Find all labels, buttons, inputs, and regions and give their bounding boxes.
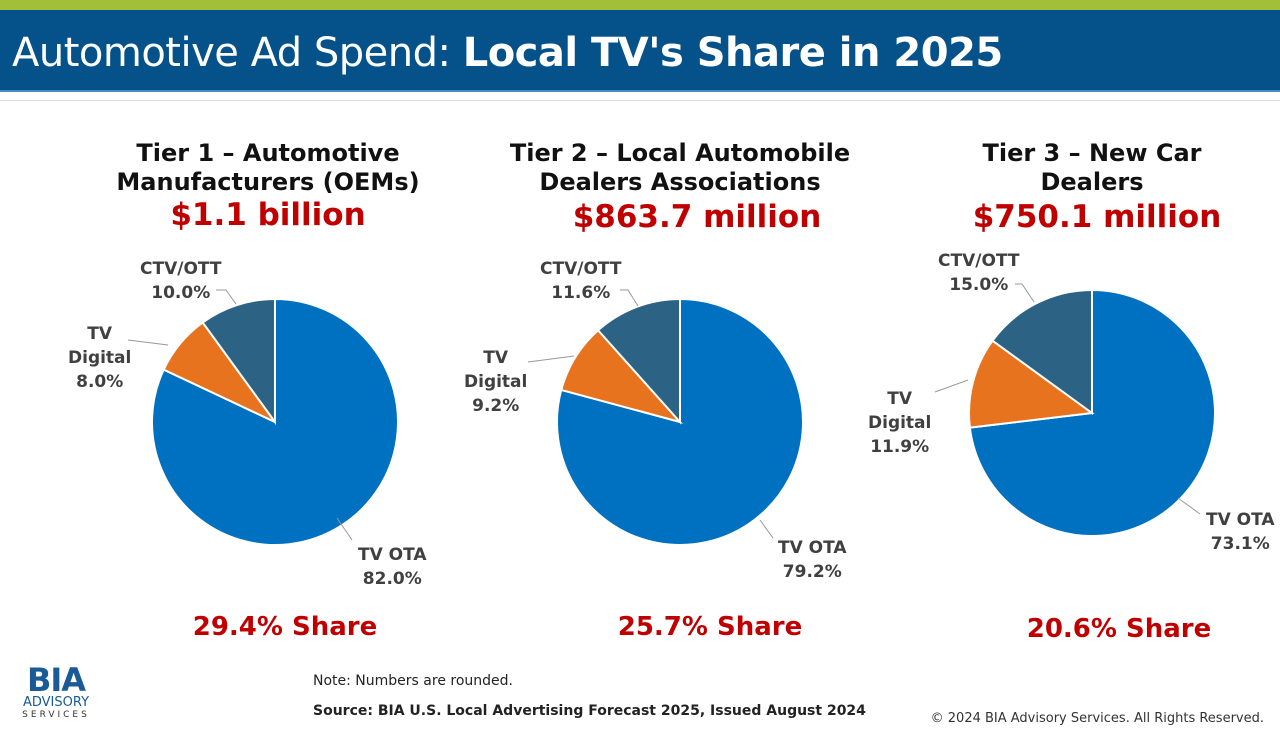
leader-line xyxy=(336,517,353,541)
leader-line xyxy=(1015,283,1035,303)
slice-value: Digital xyxy=(464,372,528,392)
slice-name: TV OTA xyxy=(778,538,847,558)
tier3-amount: $750.1 million xyxy=(972,199,1222,235)
tier3-digital-label: TV Digital 11.9% xyxy=(868,387,931,459)
leader-line xyxy=(216,289,237,305)
pie-slice-tv-digital xyxy=(968,339,1095,429)
slice-value: 10.0% xyxy=(151,283,211,303)
tier3-ota-label: TV OTA 73.1% xyxy=(1206,508,1275,556)
tier3-title: Tier 3 – New Car Dealers xyxy=(982,139,1202,196)
slice-value: 79.2% xyxy=(782,562,842,582)
source-note: Source: BIA U.S. Local Advertising Forec… xyxy=(313,703,866,719)
slice-name: TV OTA xyxy=(358,545,427,565)
slice-value: 11.9% xyxy=(870,437,930,457)
pie-slice-ctv-ott xyxy=(596,297,681,425)
tier2-digital-label: TV Digital 9.2% xyxy=(464,346,527,418)
tier1-amount: $1.1 billion xyxy=(170,197,366,233)
bia-logo: BIA ADVISORY SERVICES xyxy=(22,661,90,720)
slice-value: 73.1% xyxy=(1210,534,1270,554)
tier1-ota-label: TV OTA 82.0% xyxy=(358,543,427,591)
page-title: Automotive Ad Spend: Local TV's Share in… xyxy=(12,30,1003,76)
slice-name: Digital xyxy=(68,348,132,368)
slice-value: 15.0% xyxy=(949,275,1009,295)
tier1-share: 29.4% Share xyxy=(192,612,378,642)
tier2-pie xyxy=(556,297,804,546)
tier3-share: 20.6% Share xyxy=(1026,614,1212,644)
tier2-title: Tier 2 – Local Automobile Dealers Associ… xyxy=(509,139,851,196)
leader-line xyxy=(527,355,575,363)
top-accent-bar xyxy=(0,0,1280,10)
slice-value: 11.6% xyxy=(551,283,611,303)
divider xyxy=(0,100,1280,101)
title-light: Automotive Ad Spend: xyxy=(12,30,463,76)
tier2-ota-label: TV OTA 79.2% xyxy=(778,536,847,584)
leader-line xyxy=(620,289,639,307)
tier2-amount: $863.7 million xyxy=(572,199,822,235)
leader-line xyxy=(1177,497,1201,515)
slice-name: Digital xyxy=(868,413,932,433)
slice-value: 8.0% xyxy=(76,372,124,392)
slice-name: CTV/OTT xyxy=(140,259,222,279)
slice-name: CTV/OTT xyxy=(540,259,622,279)
tier3-pie xyxy=(968,288,1216,537)
slice-value: 82.0% xyxy=(362,569,422,589)
tier1-pie xyxy=(151,297,399,546)
slice-name: TV xyxy=(483,348,509,368)
header-banner: Automotive Ad Spend: Local TV's Share in… xyxy=(0,10,1280,92)
slice-name: TV xyxy=(87,324,113,344)
title-bold: Local TV's Share in 2025 xyxy=(462,30,1004,76)
tier1-digital-label: TV Digital 8.0% xyxy=(68,322,131,394)
tier2-ctv-label: CTV/OTT 11.6% xyxy=(540,257,621,305)
leader-line xyxy=(759,519,774,539)
pie-slice-ctv-ott xyxy=(201,297,276,426)
leader-line xyxy=(127,339,169,346)
tier3-ctv-label: CTV/OTT 15.0% xyxy=(938,249,1019,297)
slice-name: CTV/OTT xyxy=(938,251,1020,271)
footnote: Note: Numbers are rounded. xyxy=(313,673,513,689)
slice-name: TV OTA xyxy=(1206,510,1275,530)
tier2-share: 25.7% Share xyxy=(617,612,803,642)
leader-line xyxy=(934,379,969,393)
slice-name: TV xyxy=(887,389,913,409)
slice-value: 9.2% xyxy=(472,396,520,416)
tier1-title: Tier 1 – Automotive Manufacturers (OEMs) xyxy=(116,139,420,196)
tier1-ctv-label: CTV/OTT 10.0% xyxy=(140,257,221,305)
copyright: © 2024 BIA Advisory Services. All Rights… xyxy=(930,711,1264,726)
pie-slice-ctv-ott xyxy=(991,288,1093,415)
